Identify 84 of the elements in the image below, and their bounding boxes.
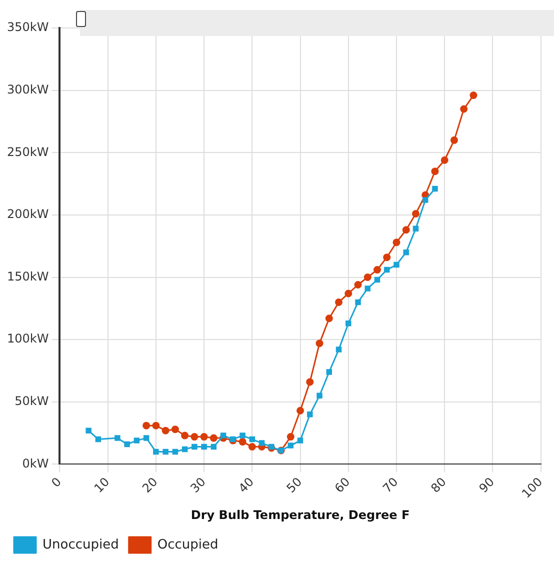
y-tick-label: 150kW [7, 269, 49, 284]
point [171, 426, 179, 434]
point [394, 262, 400, 268]
y-tick-label: 250kW [7, 144, 49, 159]
point [316, 340, 324, 348]
point [373, 266, 381, 274]
point [201, 444, 207, 450]
x-tick-label: 30 [188, 474, 208, 496]
legend-label: Occupied [157, 537, 218, 552]
point [114, 435, 120, 441]
point [249, 436, 256, 442]
point [326, 369, 332, 375]
point [220, 432, 226, 438]
x-tick-label: 60 [332, 474, 353, 496]
point [142, 422, 150, 430]
point [336, 346, 342, 352]
y-tick-label: 350kW [7, 20, 49, 34]
point [258, 440, 265, 446]
point [192, 444, 198, 450]
point [422, 197, 428, 203]
point [210, 444, 217, 450]
point [384, 266, 390, 273]
point [374, 276, 380, 283]
point [210, 434, 218, 442]
point [364, 274, 372, 282]
point [248, 443, 256, 451]
point [190, 433, 198, 441]
y-tick-label: 100kW [7, 332, 49, 346]
point [162, 426, 170, 434]
y-tick-label: 50kW [14, 394, 49, 408]
point [306, 378, 314, 386]
point [402, 226, 410, 234]
point [354, 281, 362, 288]
point [450, 136, 458, 144]
point [134, 438, 140, 444]
x-tick-label: 50 [284, 474, 305, 496]
point [240, 432, 246, 438]
point [200, 433, 208, 441]
point [431, 168, 439, 176]
point [412, 210, 420, 218]
point [86, 428, 92, 434]
point [162, 448, 168, 455]
point [181, 432, 189, 440]
point [95, 436, 102, 442]
point [316, 392, 322, 399]
point [364, 286, 370, 292]
point [172, 448, 178, 455]
point [153, 448, 159, 455]
point [307, 411, 313, 418]
point [392, 238, 400, 246]
point [288, 442, 294, 448]
legend-label: Unoccupied [42, 537, 119, 552]
point [355, 299, 361, 306]
point [143, 435, 150, 441]
y-tick-label: 200kW [7, 207, 49, 222]
point [286, 433, 294, 441]
point [325, 314, 333, 322]
point [460, 105, 468, 113]
point [238, 438, 246, 446]
point [152, 422, 160, 430]
x-tick-label: 10 [91, 474, 112, 496]
point [296, 406, 304, 414]
point [403, 249, 409, 256]
x-tick-label: 80 [428, 474, 449, 496]
point [346, 320, 352, 326]
y-tick-label: 300kW [7, 82, 49, 96]
x-tick-label: 70 [380, 474, 401, 496]
y-tick-label: 0kW [22, 456, 49, 470]
point [470, 92, 478, 100]
x-tick-label: 20 [140, 474, 160, 496]
point [440, 156, 448, 164]
point [383, 254, 391, 262]
point [335, 298, 343, 306]
x-axis-title: Dry Bulb Temperature, Degree F [190, 508, 410, 522]
x-tick-label: 0 [48, 474, 64, 490]
point [297, 438, 304, 444]
point [412, 226, 419, 232]
point [124, 441, 130, 448]
point [432, 186, 438, 192]
x-tick-label: 90 [476, 474, 498, 496]
point [344, 290, 352, 298]
x-tick-label: 100 [519, 474, 546, 501]
point [182, 446, 188, 452]
x-tick-label: 40 [236, 474, 256, 496]
